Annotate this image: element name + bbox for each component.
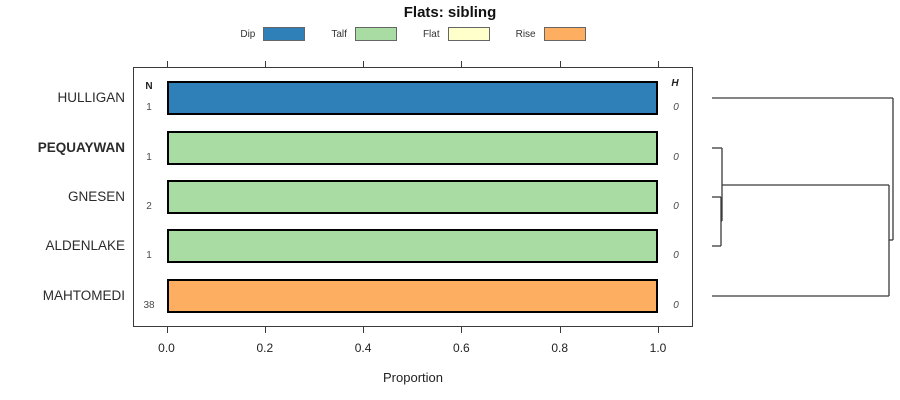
axis-tick bbox=[166, 61, 168, 67]
h-value: 0 bbox=[673, 152, 679, 163]
axis-tick bbox=[559, 61, 561, 67]
h-value: 0 bbox=[673, 201, 679, 212]
legend-swatch-rise bbox=[543, 27, 586, 41]
h-column-header: H bbox=[671, 78, 679, 89]
x-axis-title: Proportion bbox=[383, 370, 443, 385]
legend-swatch-talf bbox=[354, 27, 397, 41]
legend-label: Flat bbox=[422, 28, 440, 40]
axis-tick bbox=[363, 61, 365, 67]
category-label-gnesen: GNESEN bbox=[67, 189, 125, 204]
axis-tick bbox=[559, 327, 561, 333]
n-value: 38 bbox=[143, 300, 155, 311]
bar-segment-dip bbox=[166, 81, 658, 115]
chart-title: Flats: sibling bbox=[403, 4, 497, 21]
axis-tick bbox=[461, 61, 463, 67]
legend-item-talf: Talf bbox=[331, 27, 397, 41]
h-value: 0 bbox=[673, 250, 679, 261]
axis-tick bbox=[658, 61, 659, 67]
n-value: 2 bbox=[146, 201, 152, 212]
legend: Dip Talf Flat Rise bbox=[133, 25, 693, 43]
legend-item-rise: Rise bbox=[516, 27, 586, 41]
axis-tick bbox=[264, 327, 266, 333]
bar-segment-talf bbox=[166, 229, 658, 263]
x-tick-label: 0.8 bbox=[551, 341, 569, 355]
h-value: 0 bbox=[673, 102, 679, 113]
axis-tick bbox=[166, 327, 168, 333]
axis-tick bbox=[461, 327, 463, 333]
x-tick-label: 0.0 bbox=[158, 341, 175, 355]
category-label-pequaywan: PEQUAYWAN bbox=[37, 140, 125, 155]
n-value: 1 bbox=[146, 250, 152, 261]
legend-label: Dip bbox=[240, 28, 256, 40]
category-label-aldenlake: ALDENLAKE bbox=[45, 238, 125, 253]
x-tick-label: 0.2 bbox=[256, 341, 274, 355]
category-label-mahtomedi: MAHTOMEDI bbox=[42, 288, 125, 303]
n-value: 1 bbox=[146, 102, 152, 113]
n-column-header: N bbox=[145, 81, 153, 92]
legend-item-flat: Flat bbox=[423, 27, 490, 41]
legend-label: Talf bbox=[331, 28, 347, 40]
legend-swatch-flat bbox=[447, 27, 490, 41]
bar-segment-talf bbox=[166, 180, 658, 214]
axis-tick bbox=[264, 61, 266, 67]
legend-label: Rise bbox=[515, 28, 536, 40]
category-label-hulligan: HULLIGAN bbox=[57, 90, 125, 105]
x-tick-label: 0.6 bbox=[453, 341, 470, 355]
x-tick-label: 0.4 bbox=[354, 341, 372, 355]
x-tick-label: 1.0 bbox=[649, 341, 667, 355]
n-value: 1 bbox=[146, 152, 152, 163]
h-value: 0 bbox=[673, 300, 679, 311]
axis-tick bbox=[363, 327, 365, 333]
bar-segment-talf bbox=[166, 131, 658, 165]
legend-item-dip: Dip bbox=[240, 27, 306, 41]
bar-segment-rise bbox=[166, 279, 658, 313]
legend-swatch-dip bbox=[263, 27, 306, 41]
axis-tick bbox=[658, 327, 659, 333]
